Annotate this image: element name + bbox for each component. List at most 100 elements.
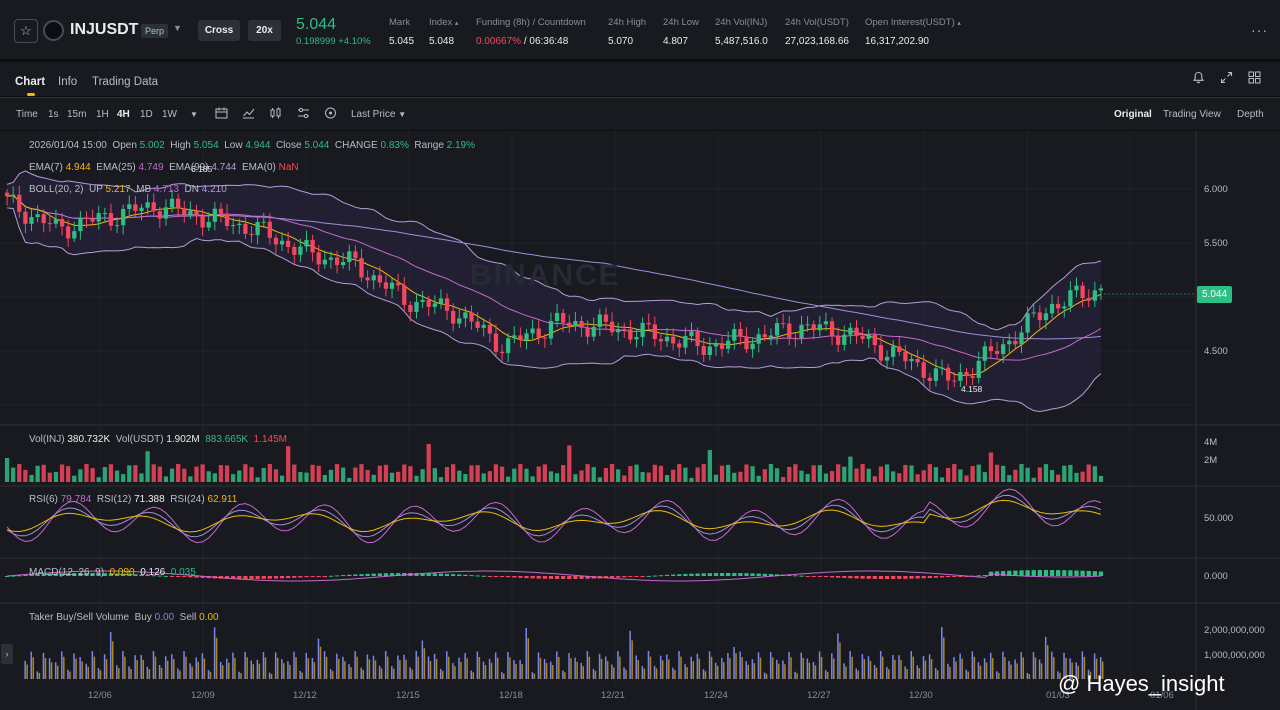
chart-canvas[interactable]: [0, 131, 1280, 710]
volume-bar: [658, 465, 664, 482]
candle-body: [426, 299, 431, 307]
candle-body: [805, 324, 810, 326]
candle-body: [1037, 312, 1042, 321]
volume-bar: [664, 475, 670, 482]
macd-bar: [994, 571, 1000, 576]
taker-buy-bar: [433, 653, 436, 679]
interval-1s[interactable]: 1s: [48, 109, 59, 120]
volume-bar: [866, 468, 871, 482]
candle-body: [231, 225, 236, 227]
taker-buy-bar: [409, 667, 411, 679]
bollinger-lower-line: [7, 207, 1102, 413]
taker-buy-bar: [1069, 658, 1071, 679]
macd-bar: [341, 575, 346, 577]
ema7-line: [7, 194, 1102, 377]
settings-sliders-icon[interactable]: [297, 107, 310, 122]
taker-buy-bar: [470, 670, 472, 679]
drawing-tools-icon[interactable]: [324, 107, 337, 122]
view-trading-view[interactable]: Trading View: [1163, 109, 1221, 120]
volume-bar: [1049, 470, 1055, 482]
taker-buy-bar: [806, 658, 809, 679]
interval-4h[interactable]: 4H: [117, 109, 130, 120]
taker-sell-bar: [142, 659, 144, 679]
calendar-icon[interactable]: [215, 107, 228, 122]
interval-dropdown-icon[interactable]: ▼: [190, 110, 198, 119]
price-type-select[interactable]: Last Price ▼: [351, 109, 407, 120]
candle-body: [921, 362, 926, 378]
tab-info[interactable]: Info: [58, 76, 78, 88]
candle-body: [707, 346, 712, 355]
taker-buy-bar: [672, 667, 674, 679]
tab-chart[interactable]: Chart: [15, 76, 46, 88]
tab-trading-data[interactable]: Trading Data: [92, 76, 159, 88]
taker-buy-bar: [378, 665, 381, 679]
macd-bar: [182, 576, 187, 577]
expand-left-arrow-icon[interactable]: ›: [1, 644, 13, 664]
candle-body: [1025, 313, 1030, 333]
symbol-name[interactable]: INJUSDT: [70, 21, 139, 38]
symbol-dropdown-icon[interactable]: ▼: [173, 23, 182, 33]
taker-sell-bar: [576, 661, 578, 679]
macd-bar: [909, 576, 914, 579]
taker-sell-bar: [307, 658, 309, 679]
expand-icon[interactable]: [1220, 71, 1233, 87]
macd-bar: [114, 573, 120, 576]
macd-bar: [237, 576, 242, 579]
more-options-icon[interactable]: ···: [1251, 22, 1268, 38]
candle-body: [59, 218, 65, 227]
taker-buy-bar: [598, 653, 601, 679]
candle-body: [579, 321, 584, 328]
macd-bar: [426, 573, 431, 576]
taker-buy-bar: [109, 631, 112, 679]
volume-bar: [921, 470, 926, 482]
macd-bar: [750, 573, 755, 576]
candle-body: [396, 282, 401, 286]
interval-1h[interactable]: 1H: [96, 109, 109, 120]
taker-buy-bar: [751, 659, 754, 679]
taker-sell-bar: [356, 656, 358, 679]
taker-buy-bar: [898, 655, 900, 679]
interval-1d[interactable]: 1D: [140, 109, 153, 120]
view-original[interactable]: Original: [1114, 109, 1152, 120]
chart-type-icon[interactable]: [269, 107, 282, 122]
candle-body: [47, 223, 52, 225]
taker-sell-bar: [1095, 658, 1098, 679]
candle-body: [1092, 290, 1097, 301]
interval-1w[interactable]: 1W: [162, 109, 177, 120]
taker-buy-bar: [556, 651, 558, 679]
taker-sell-bar: [405, 659, 407, 679]
alert-bell-icon[interactable]: [1192, 71, 1205, 87]
macd-bar: [866, 576, 871, 579]
taker-buy-bar: [177, 668, 179, 679]
favorite-star-icon[interactable]: ☆: [14, 19, 38, 43]
taker-sell-bar: [185, 656, 187, 679]
volume-bar: [1007, 475, 1012, 482]
macd-bar: [573, 576, 578, 579]
volume-bar: [188, 476, 193, 482]
candle-body: [261, 221, 266, 223]
candle-body: [365, 277, 370, 281]
candle-body: [237, 223, 242, 226]
interval-15m[interactable]: 15m: [67, 109, 87, 120]
layout-grid-icon[interactable]: [1248, 71, 1261, 87]
taker-buy-bar: [1002, 651, 1004, 679]
macd-bar: [444, 573, 450, 576]
margin-mode-button[interactable]: Cross: [198, 20, 240, 41]
macd-bar: [811, 576, 816, 577]
taker-sell-bar: [87, 666, 89, 679]
stat-label-open-interest: Open Interest(USDT) ▴: [865, 17, 961, 28]
volume-bar: [328, 469, 334, 482]
candle-body: [1001, 344, 1006, 355]
taker-sell-bar: [955, 661, 957, 679]
candle-body: [671, 336, 676, 344]
indicators-icon[interactable]: [242, 107, 255, 122]
volume-bar: [689, 477, 694, 482]
leverage-button[interactable]: 20x: [248, 20, 281, 41]
view-depth[interactable]: Depth: [1237, 109, 1264, 120]
macd-bar: [774, 574, 780, 576]
volume-bar: [261, 468, 266, 482]
volume-bar: [114, 470, 120, 482]
macd-bar: [622, 576, 627, 578]
taker-sell-bar: [435, 658, 438, 679]
taker-buy-bar: [311, 657, 314, 679]
